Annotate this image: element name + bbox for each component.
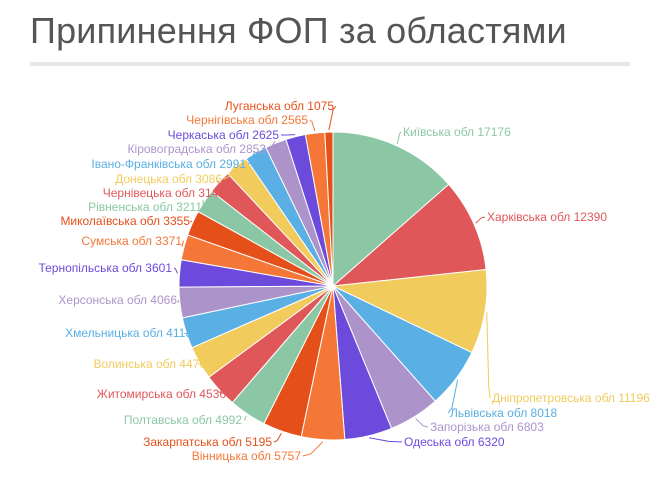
slice-label: Кіровоградська обл 2853 bbox=[128, 142, 267, 156]
label-leader-line bbox=[202, 199, 205, 208]
slice-label: Харківська обл 12390 bbox=[487, 210, 607, 224]
pie-slices bbox=[178, 131, 488, 441]
label-leader-line bbox=[273, 432, 282, 443]
pie-slice[interactable] bbox=[332, 131, 450, 288]
label-leader-line bbox=[368, 437, 403, 443]
label-leader-line bbox=[173, 267, 178, 274]
slice-label: Донецька обл 3086 bbox=[115, 172, 222, 186]
pie-slice[interactable] bbox=[324, 131, 334, 287]
label-leader-line bbox=[447, 379, 459, 414]
slice-label: Закарпатська обл 5195 bbox=[143, 435, 272, 449]
label-leader-line bbox=[486, 312, 491, 399]
label-leader-line bbox=[247, 150, 256, 165]
label-leader-line bbox=[328, 105, 337, 131]
label-leader-line bbox=[184, 332, 195, 335]
slice-label: Сумська обл 3371 bbox=[81, 234, 182, 248]
slice-label: Рівненська обл 3211 bbox=[88, 200, 202, 214]
label-leader-line bbox=[415, 417, 429, 428]
label-leader-line bbox=[243, 415, 247, 421]
label-leader-line bbox=[190, 220, 193, 223]
slice-label: Івано-Франківська обл 2991 bbox=[91, 157, 246, 171]
label-leader-line bbox=[181, 240, 185, 247]
slice-label: Київська обл 17176 bbox=[403, 125, 511, 139]
slice-label: Тернопільська обл 3601 bbox=[38, 261, 172, 275]
slice-label: Миколаївська обл 3355 bbox=[60, 214, 190, 228]
label-leader-line bbox=[217, 180, 228, 194]
title-divider bbox=[30, 62, 630, 66]
label-leader-line bbox=[302, 441, 324, 457]
slice-label: Запорізька обл 6803 bbox=[430, 420, 544, 434]
label-leader-line bbox=[177, 299, 180, 303]
slice-label: Одеська обл 6320 bbox=[404, 435, 505, 449]
label-leader-line bbox=[223, 164, 236, 180]
label-leader-line bbox=[309, 119, 316, 132]
slice-label: Луганська обл 1075 bbox=[225, 99, 335, 113]
label-leader-line bbox=[396, 131, 402, 144]
label-leader-line bbox=[475, 216, 486, 224]
slice-label: Херсонська обл 4066 bbox=[58, 293, 177, 307]
slice-label: Львівська обл 8018 bbox=[450, 406, 558, 420]
slice-label: Житомирська обл 4536 bbox=[97, 387, 227, 401]
slice-label: Вінницька обл 5757 bbox=[192, 449, 302, 463]
slice-label: Дніпропетровська обл 11196 bbox=[492, 391, 650, 405]
slice-label: Волинська обл 4476 bbox=[93, 357, 206, 371]
pie-slice[interactable] bbox=[331, 183, 487, 287]
slice-label: Чернігівська обл 2565 bbox=[186, 113, 308, 127]
pie-slice[interactable] bbox=[331, 268, 488, 354]
pie-labels: Київська обл 17176 Харківська обл 12390 Дн… bbox=[38, 99, 650, 463]
page-title: Припинення ФОП за областями bbox=[30, 10, 567, 51]
label-leader-line bbox=[267, 140, 276, 150]
slice-label: Полтавська обл 4992 bbox=[124, 413, 242, 427]
label-leader-line bbox=[218, 391, 229, 395]
slice-label: Чернівецька обл 3140 bbox=[103, 186, 226, 200]
slice-label: Хмельницька обл 4113 bbox=[65, 326, 192, 340]
slice-label: Черкаська обл 2625 bbox=[168, 128, 280, 142]
